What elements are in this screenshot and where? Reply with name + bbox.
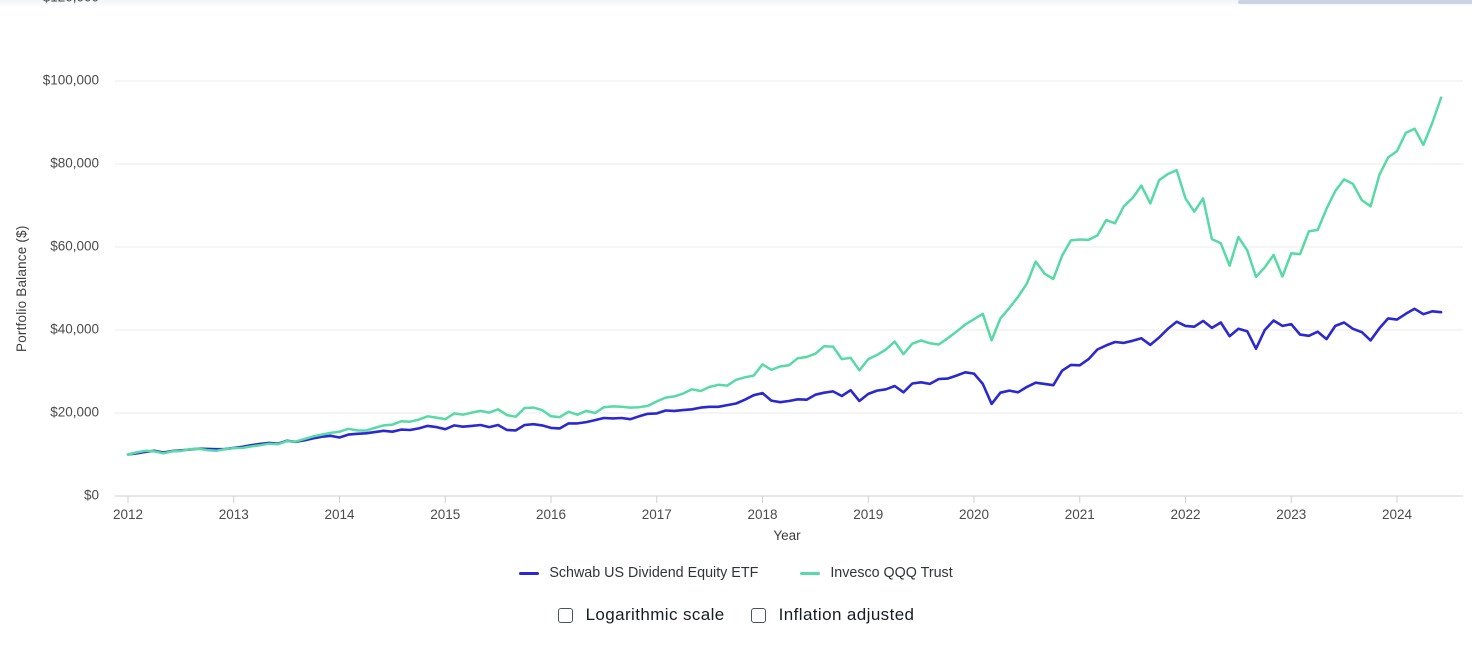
x-tick-label: 2018 [747,507,777,522]
y-tick-label: $20,000 [50,405,99,420]
qqq-line-swatch-icon [800,571,821,575]
legend-label-schd: Schwab US Dividend Equity ETF [549,565,759,581]
logarithmic-scale-control[interactable]: Logarithmic scale [557,605,725,625]
y-axis-title: Portfolio Balance ($) [14,225,29,352]
schd-line-swatch-icon [519,571,540,575]
x-tick-label: 2023 [1276,507,1306,522]
x-tick-label: 2014 [324,507,355,522]
y-tick-label: $100,000 [43,73,99,88]
inflation-adjusted-control[interactable]: Inflation adjusted [750,605,915,625]
x-tick-label: 2017 [642,507,672,522]
y-tick-label: $120,000 [43,0,99,5]
x-tick-label: 2022 [1170,507,1200,522]
x-tick-label: 2012 [113,507,143,522]
x-axis-title: Year [773,528,801,543]
inflation-adjusted-label: Inflation adjusted [778,605,915,624]
top-edge-strip [1238,0,1472,4]
inflation-adjusted-checkbox[interactable] [750,607,766,623]
x-tick-label: 2015 [430,507,460,522]
chart-options-row: Logarithmic scale Inflation adjusted [0,605,1472,625]
x-tick-label: 2013 [219,507,249,522]
schd-series-line [126,307,1443,456]
y-tick-label: $80,000 [50,156,99,171]
legend-item-schd[interactable]: Schwab US Dividend Equity ETF [519,565,758,581]
x-tick-label: 2024 [1382,507,1413,522]
x-tick-label: 2016 [536,507,566,522]
logarithmic-scale-checkbox[interactable] [557,607,573,623]
legend-label-qqq: Invesco QQQ Trust [830,565,953,581]
chart-legend: Schwab US Dividend Equity ETF Invesco QQ… [0,565,1472,581]
legend-item-qqq[interactable]: Invesco QQQ Trust [800,565,953,581]
y-tick-label: $0 [84,488,99,503]
portfolio-balance-line-chart: $0 $20,000 $40,000 $60,000 $80,000 $100,000 $1… [43,0,1463,522]
logarithmic-scale-label: Logarithmic scale [585,605,725,624]
qqq-series-line [126,96,1443,456]
x-tick-label: 2020 [959,507,989,522]
x-tick-label: 2019 [853,507,883,522]
y-tick-label: $40,000 [50,322,99,337]
y-tick-label: $60,000 [50,239,99,254]
x-tick-label: 2021 [1065,507,1095,522]
